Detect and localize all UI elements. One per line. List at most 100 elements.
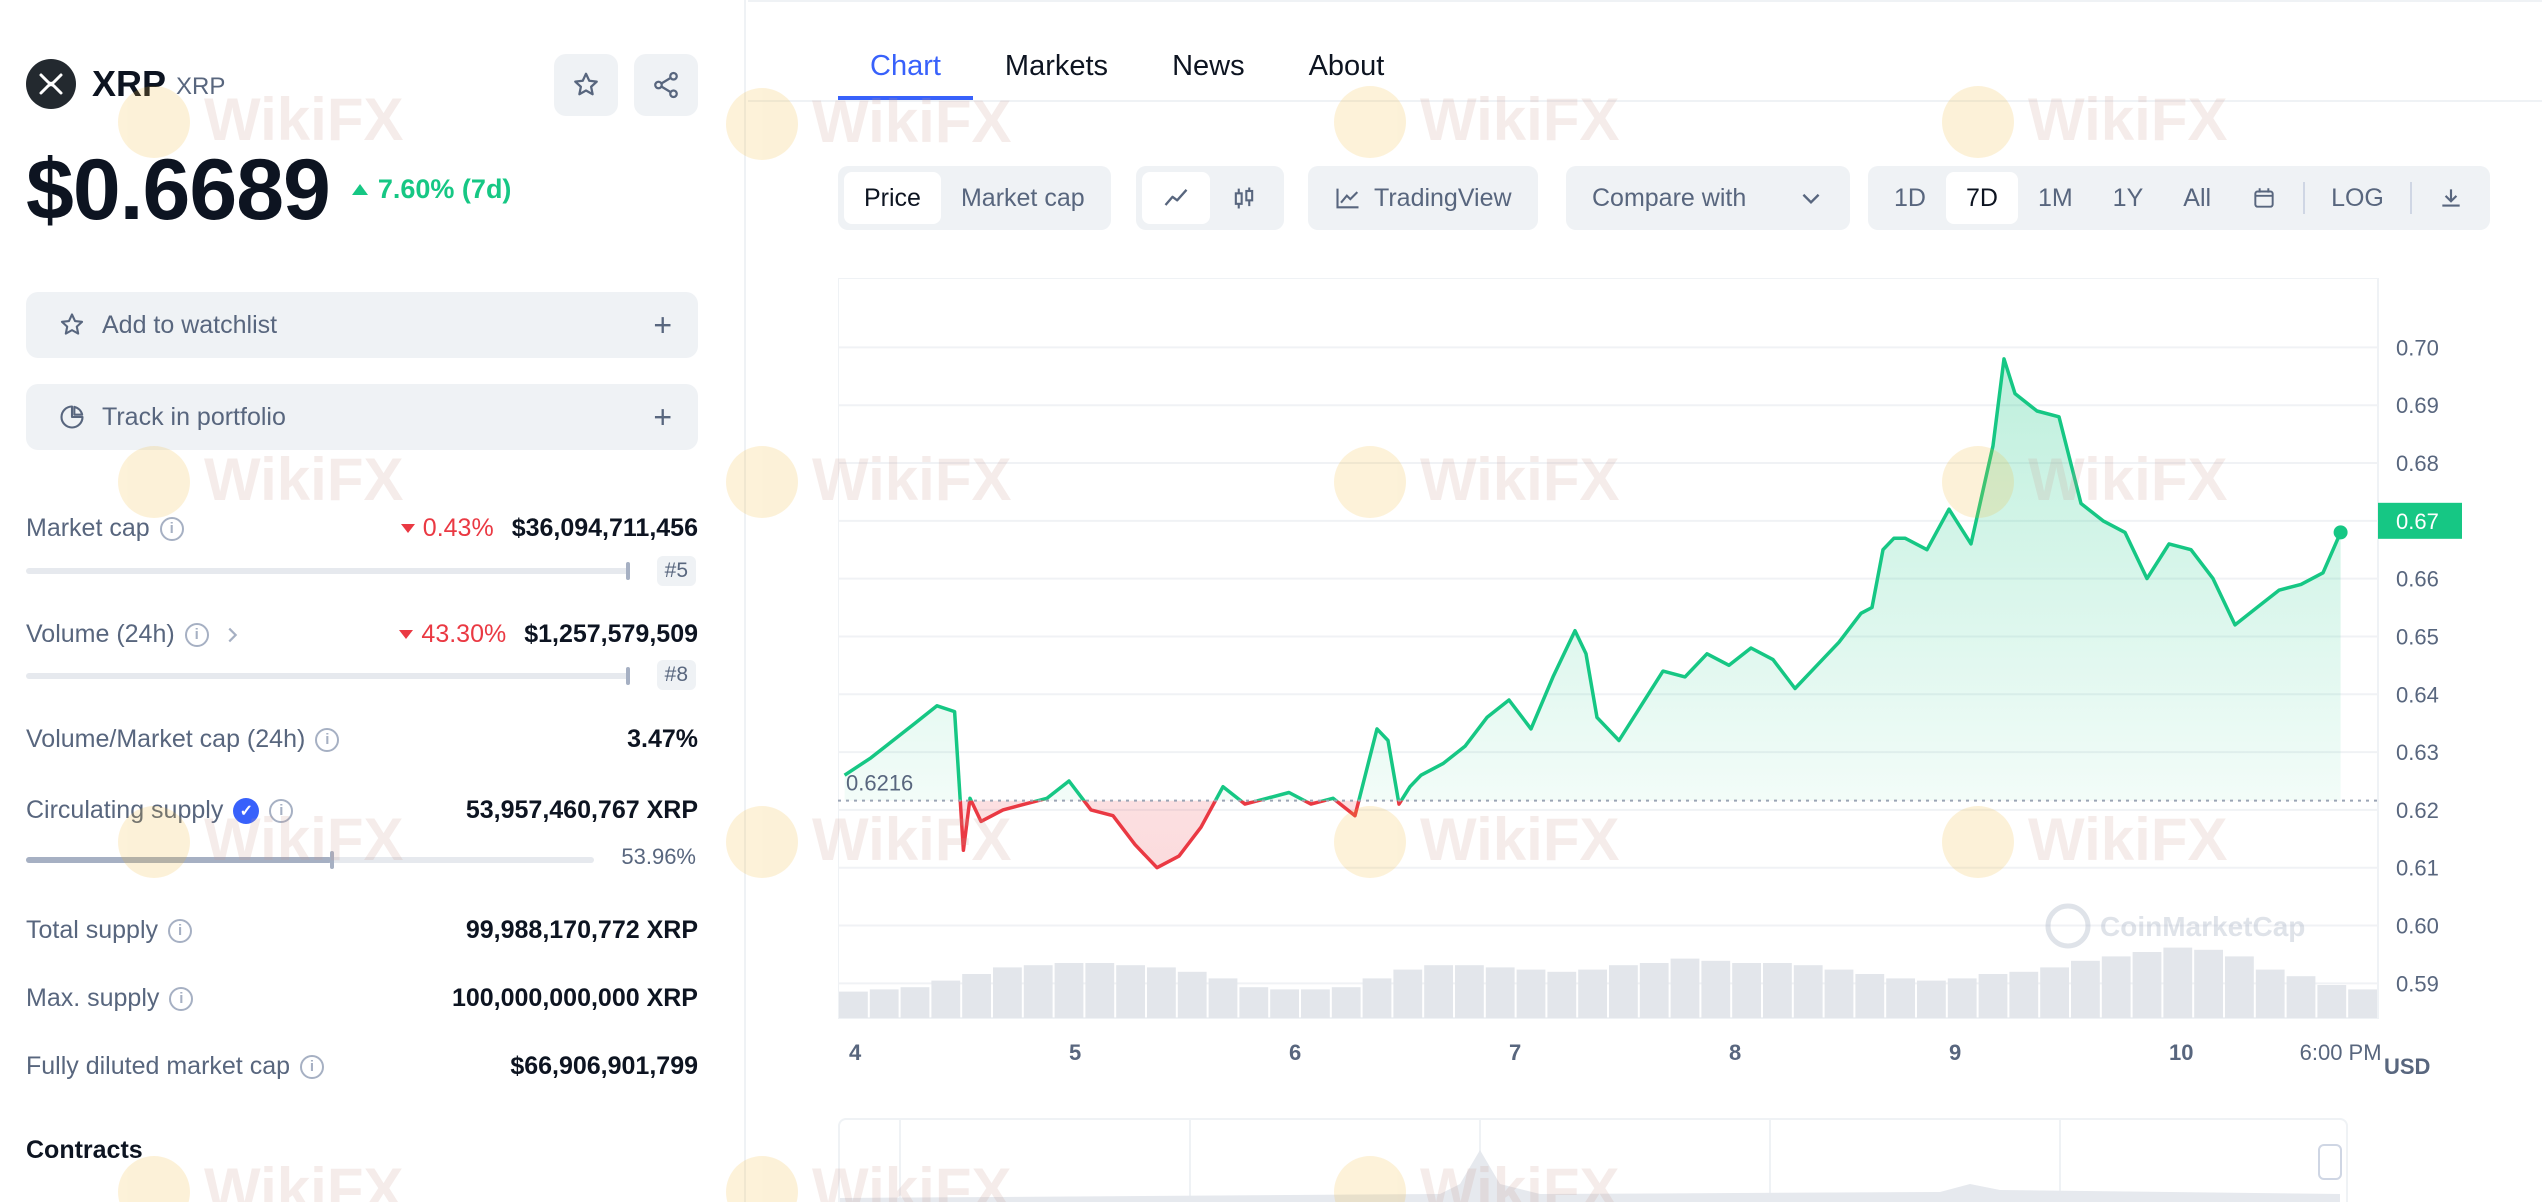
volume-bar — [1578, 969, 1607, 1018]
total-supply-value: 99,988,170,772 XRP — [465, 916, 698, 944]
tab-chart[interactable]: Chart — [838, 48, 973, 100]
info-icon[interactable]: i — [184, 622, 209, 647]
vol-mcap-value: 3.47% — [627, 725, 698, 753]
volume-bar — [2348, 989, 2377, 1018]
range-1d[interactable]: 1D — [1894, 183, 1926, 212]
compare-with-label: Compare with — [1592, 183, 1747, 212]
info-icon[interactable]: i — [169, 986, 194, 1011]
line-chart-button[interactable] — [1142, 172, 1210, 224]
chart-metric-toggle: Price Market cap — [838, 166, 1111, 230]
volume-bar — [1116, 965, 1145, 1018]
log-scale-toggle[interactable]: LOG — [2331, 183, 2384, 212]
max-supply-value: 100,000,000,000 XRP — [451, 984, 698, 1012]
x-tick-label: 5 — [1069, 1040, 1081, 1065]
compare-with-dropdown[interactable]: Compare with — [1566, 166, 1850, 230]
fdmc-value: $66,906,901,799 — [510, 1052, 698, 1080]
add-to-watchlist-button[interactable]: Add to watchlist + — [26, 292, 698, 358]
tradingview-label: TradingView — [1374, 183, 1512, 212]
range-1m[interactable]: 1M — [2037, 183, 2073, 212]
svg-text:CoinMarketCap: CoinMarketCap — [2100, 911, 2305, 942]
favorite-button[interactable] — [554, 54, 618, 116]
volume-bar — [1978, 974, 2008, 1018]
y-tick-label: 0.66 — [2396, 567, 2439, 592]
caret-down-icon — [399, 630, 414, 639]
y-tick-label: 0.59 — [2396, 971, 2439, 996]
volume-bar — [1855, 974, 1885, 1018]
circulating-supply-value: 53,957,460,767 XRP — [465, 796, 698, 824]
volume-bar — [1701, 960, 1731, 1018]
info-icon[interactable]: i — [315, 727, 340, 752]
plus-icon: + — [653, 306, 672, 343]
chevron-right-icon[interactable] — [221, 624, 243, 646]
volume-bar — [1177, 971, 1207, 1018]
price-area-up — [844, 358, 2341, 801]
divider — [2409, 182, 2412, 214]
candlestick-button[interactable] — [1210, 172, 1278, 224]
circulating-supply-row: Circulating supply ✓ i 53,957,460,767 XRP — [26, 796, 698, 825]
volume-bar — [2286, 976, 2316, 1018]
price-chart[interactable]: 0.59 0.60 0.61 0.62 0.63 0.64 0.65 0.66 0.67 0.68… — [838, 278, 2478, 1078]
chart-type-toggle — [1136, 166, 1284, 230]
volume-bar — [1147, 967, 1176, 1018]
range-all[interactable]: All — [2183, 183, 2212, 212]
tradingview-button[interactable]: TradingView — [1308, 166, 1538, 230]
info-icon[interactable]: i — [168, 918, 193, 943]
market-cap-value: $36,094,711,456 — [511, 514, 698, 542]
track-portfolio-button[interactable]: Track in portfolio + — [26, 384, 698, 450]
watchlist-label: Add to watchlist — [102, 310, 278, 339]
fdmc-label: Fully diluted market cap — [26, 1052, 291, 1080]
y-tick-label: 0.64 — [2396, 682, 2439, 707]
coin-price: $0.6689 — [26, 142, 331, 238]
divider — [748, 100, 2542, 102]
volume-bar — [1793, 965, 1823, 1018]
market-cap-toggle[interactable]: Market cap — [960, 183, 1085, 212]
vol-mcap-row: Volume/Market cap (24h) i 3.47% — [26, 725, 698, 754]
coin-symbol: XRP — [176, 73, 226, 100]
volume-bar — [26, 667, 630, 685]
volume-bar — [1362, 978, 1392, 1018]
navigator-handle[interactable] — [2318, 1144, 2342, 1180]
volume-value: $1,257,579,509 — [524, 620, 698, 648]
market-cap-change: 0.43% — [400, 514, 494, 543]
y-tick-label: 0.68 — [2396, 451, 2439, 476]
chevron-down-icon — [1802, 193, 1820, 205]
info-icon[interactable]: i — [269, 798, 294, 823]
volume-bar — [1331, 987, 1361, 1018]
price-change: 7.60% (7d) — [351, 174, 511, 205]
share-button[interactable] — [634, 54, 698, 116]
download-icon — [2442, 189, 2460, 207]
tab-about[interactable]: About — [1308, 50, 1385, 82]
volume-row: Volume (24h) i 43.30% $1,257,579,509 — [26, 620, 698, 649]
current-price-tag — [2378, 502, 2462, 539]
info-icon[interactable]: i — [159, 516, 184, 541]
info-icon[interactable]: i — [300, 1054, 325, 1079]
pie-chart-icon — [60, 405, 84, 429]
area-chart-icon — [1336, 188, 1359, 209]
x-tick-label: 8 — [1729, 1040, 1741, 1065]
tab-news[interactable]: News — [1172, 50, 1245, 82]
range-1y[interactable]: 1Y — [2112, 183, 2144, 212]
volume-bar — [962, 974, 991, 1018]
total-supply-label: Total supply — [26, 916, 159, 944]
download-button[interactable] — [2418, 172, 2484, 224]
price-toggle[interactable]: Price — [844, 172, 941, 224]
volume-bar — [869, 989, 899, 1018]
range-navigator[interactable] — [838, 1118, 2348, 1202]
star-icon — [574, 72, 598, 96]
verified-check-icon: ✓ — [233, 797, 260, 824]
volume-bar — [2009, 971, 2039, 1018]
caret-down-icon — [400, 524, 415, 533]
volume-bar — [2163, 947, 2193, 1018]
price-block: $0.6689 7.60% (7d) — [26, 140, 511, 240]
y-axis-unit: USD — [2384, 1054, 2430, 1078]
tab-markets[interactable]: Markets — [1004, 50, 1109, 82]
volume-bar — [2071, 960, 2100, 1018]
circulating-supply-percent: 53.96% — [621, 844, 696, 869]
volume-change: 43.30% — [399, 620, 506, 649]
price-area-down — [844, 800, 2341, 868]
range-7d[interactable]: 7D — [1945, 172, 2018, 224]
x-tick-label: 9 — [1949, 1040, 1961, 1065]
market-cap-row: Market cap i 0.43% $36,094,711,456 — [26, 514, 698, 543]
volume-label: Volume (24h) — [26, 620, 175, 648]
date-range-button[interactable] — [2231, 172, 2297, 224]
